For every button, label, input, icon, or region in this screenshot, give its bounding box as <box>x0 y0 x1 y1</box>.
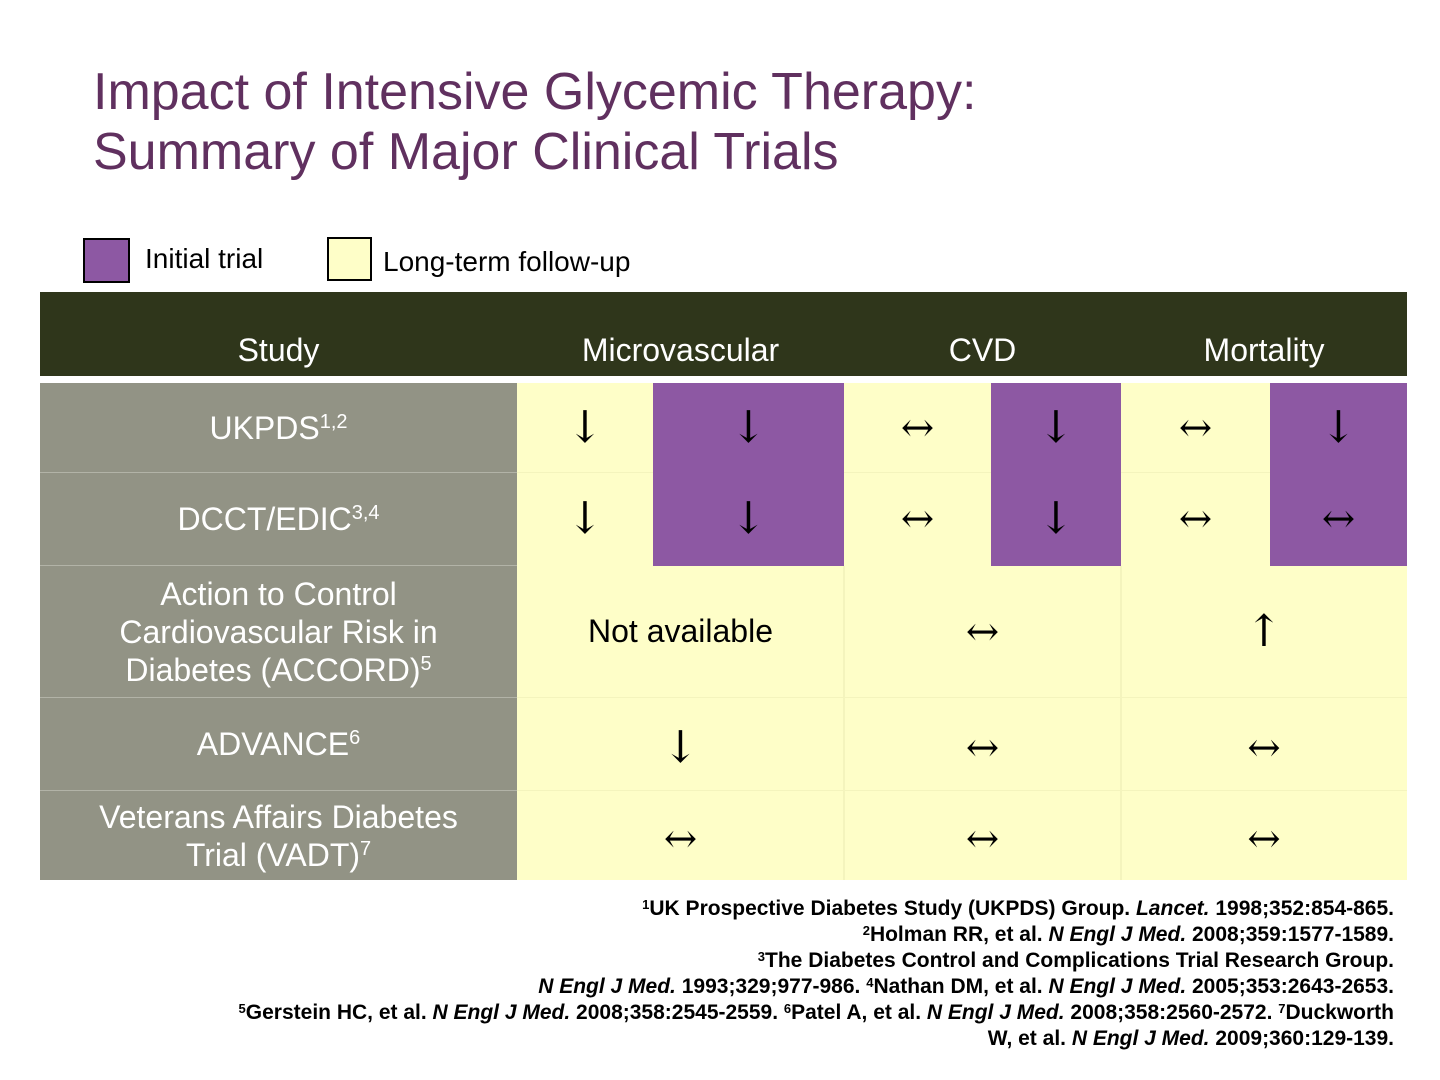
ukpds-mortality-followup: ↔ <box>1178 405 1213 451</box>
ukpds-cvd-followup: ↔ <box>900 405 935 451</box>
reference-line: 5Gerstein HC, et al. N Engl J Med. 2008;… <box>238 1001 1394 1024</box>
row-divider <box>517 697 1407 698</box>
vadt-micro: ↔ <box>663 815 698 862</box>
dcct-cvd-followup: ↔ <box>900 496 935 542</box>
dcct-mortality-followup: ↔ <box>1178 496 1213 542</box>
reference-line: 3The Diabetes Control and Complications … <box>757 949 1394 972</box>
legend-followup-swatch <box>327 237 372 281</box>
ukpds-micro-initial: ↓ <box>730 402 767 453</box>
row-divider <box>40 697 517 698</box>
ukpds-mortality-initial: ↓ <box>1320 402 1357 453</box>
advance-micro: ↓ <box>662 722 699 773</box>
row-divider <box>40 565 517 566</box>
legend-initial-swatch <box>83 238 130 283</box>
table-header <box>40 292 1407 376</box>
row-divider <box>40 790 517 791</box>
dcct-micro-followup: ↓ <box>566 493 604 544</box>
dcct-micro-initial: ↓ <box>730 493 767 544</box>
legend-followup-label: Long-term follow-up <box>383 246 631 277</box>
row-divider <box>40 472 517 473</box>
legend-initial-label: Initial trial <box>145 243 264 274</box>
header-cvd: CVD <box>948 332 1017 368</box>
initial-trial-block-cvd <box>991 383 1121 566</box>
column-divider <box>843 566 845 880</box>
vadt-cvd: ↔ <box>965 815 1000 862</box>
reference-line: W, et al. N Engl J Med. 2009;360:129-139… <box>987 1027 1394 1050</box>
ukpds-cvd-initial: ↓ <box>1037 402 1075 453</box>
advance-mortality: ↔ <box>1247 725 1281 771</box>
reference-line: N Engl J Med. 1993;329;977-986. 4Nathan … <box>538 975 1394 998</box>
advance-cvd: ↔ <box>965 725 1000 771</box>
header-microvascular: Microvascular <box>581 332 780 368</box>
row-divider <box>517 790 1407 791</box>
title-line-2: Summary of Major Clinical Trials <box>93 123 839 181</box>
study-column <box>40 383 517 880</box>
title-line-1: Impact of Intensive Glycemic Therapy: <box>93 63 977 121</box>
study-ukpds: UKPDS1,2 <box>209 410 348 446</box>
references: 1UK Prospective Diabetes Study (UKPDS) G… <box>34 896 1394 1052</box>
study-advance: ADVANCE6 <box>196 726 361 762</box>
initial-trial-block-mortality <box>1270 383 1407 566</box>
page-title: Impact of Intensive Glycemic Therapy: Su… <box>93 62 1393 182</box>
reference-line: 1UK Prospective Diabetes Study (UKPDS) G… <box>642 897 1394 920</box>
header-study: Study <box>237 332 320 368</box>
header-mortality: Mortality <box>1203 332 1325 368</box>
column-divider <box>1120 566 1122 880</box>
dcct-mortality-initial: ↔ <box>1321 496 1356 542</box>
accord-micro: Not available <box>588 613 773 649</box>
study-accord: Action to Control Cardiovascular Risk in… <box>119 575 438 688</box>
vadt-mortality: ↔ <box>1247 815 1281 862</box>
ukpds-micro-followup: ↓ <box>566 402 604 453</box>
initial-trial-block-micro <box>653 383 844 566</box>
study-vadt: Veterans Affairs Diabetes Trial (VADT)7 <box>99 798 458 873</box>
study-dcct-edic: DCCT/EDIC3,4 <box>177 501 380 537</box>
reference-line: 2Holman RR, et al. N Engl J Med. 2008;35… <box>862 923 1394 946</box>
dcct-cvd-initial: ↓ <box>1037 493 1075 544</box>
accord-cvd: ↔ <box>965 608 1000 655</box>
accord-mortality: ↑ <box>1245 605 1283 657</box>
row-divider <box>517 472 1407 473</box>
